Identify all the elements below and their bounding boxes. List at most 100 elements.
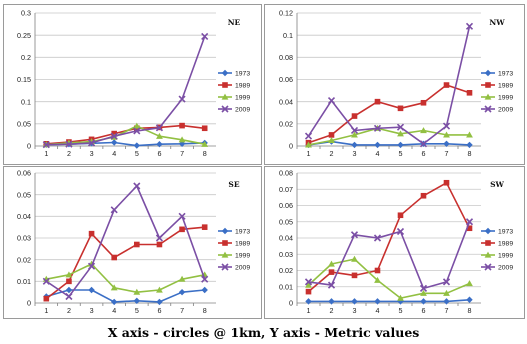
data-point-1999 <box>201 140 209 147</box>
series-line-1999 <box>46 263 205 294</box>
data-point-1989 <box>43 295 50 302</box>
legend-label-1999: 1999 <box>498 253 513 260</box>
x-tick-label: 6 <box>422 149 426 158</box>
data-point-1999 <box>351 255 358 262</box>
legend-label-1989: 1989 <box>235 241 250 248</box>
x-tick-label: 5 <box>135 149 139 158</box>
data-point-1973 <box>110 298 118 306</box>
data-point-1973 <box>65 286 73 294</box>
x-tick-label: 5 <box>399 306 403 315</box>
data-point-1999 <box>397 130 404 137</box>
y-tick-label: 0 <box>27 299 31 308</box>
y-tick-label: 0.04 <box>279 234 293 243</box>
legend-label-2009: 2009 <box>498 265 513 272</box>
data-point-1999 <box>156 286 163 293</box>
data-point-2009 <box>396 123 405 131</box>
data-point-2009 <box>327 281 336 289</box>
x-tick-label: 1 <box>307 306 311 315</box>
y-tick-label: 0.06 <box>279 75 293 84</box>
y-tick-label: 0.1 <box>283 31 293 40</box>
legend-marker-2009 <box>484 105 492 113</box>
data-point-2009 <box>350 231 359 239</box>
data-point-1989 <box>88 230 95 237</box>
data-point-1973 <box>178 288 186 296</box>
y-tick-label: 0.04 <box>279 97 293 106</box>
x-tick-label: 7 <box>445 306 449 315</box>
data-point-2009 <box>419 284 428 292</box>
data-point-1989 <box>397 212 404 219</box>
series-line-2009 <box>45 185 206 298</box>
x-tick-label: 2 <box>67 306 71 315</box>
chart-panel-ne: 0 0.05 0.1 0.15 0.2 0.25 0.3 1 2 3 4 5 6 7 8 NE 1973 1989… <box>3 4 262 165</box>
series-line-2009 <box>46 36 206 146</box>
data-point-1989 <box>201 125 208 132</box>
legend-label-1989: 1989 <box>498 83 513 90</box>
legend-marker-1999 <box>484 251 492 258</box>
y-tick-label: 0.12 <box>279 9 293 18</box>
data-point-1989 <box>179 122 185 129</box>
data-point-1973 <box>374 298 381 305</box>
x-tick-label: 4 <box>112 149 116 158</box>
data-point-1989 <box>201 224 208 230</box>
data-point-1973 <box>466 296 473 303</box>
data-point-1999 <box>351 131 358 138</box>
legend-label-1973: 1973 <box>235 229 250 236</box>
chart-panel-se: 0 0.01 0.02 0.03 0.04 0.05 0.06 1 2 3 4 5 6 7 8 SE 1973 1… <box>3 166 262 319</box>
x-tick-label: 4 <box>376 306 380 315</box>
legend-marker-1973 <box>221 227 229 235</box>
legend-label-1999: 1999 <box>235 95 250 102</box>
data-point-1989 <box>328 132 335 138</box>
data-point-2009 <box>201 32 209 41</box>
data-point-2009 <box>442 278 451 286</box>
y-tick-label: 0.15 <box>17 75 31 84</box>
legend-marker-1973 <box>221 69 229 77</box>
figure-caption: X axis - circles @ 1km, Y axis - Metric … <box>107 325 420 340</box>
data-point-2009 <box>133 127 141 135</box>
data-point-1999 <box>328 137 335 144</box>
data-point-1989 <box>397 105 404 112</box>
x-tick-label: 8 <box>468 149 472 158</box>
data-point-2009 <box>87 262 96 270</box>
series-line-1989 <box>308 84 470 144</box>
y-tick-label: 0.08 <box>279 53 293 62</box>
data-point-1999 <box>420 289 427 296</box>
chart-panel-nw: 0 0.02 0.04 0.06 0.08 0.1 0.12 1 2 3 4 5 6 7 8 NW 1973 19… <box>264 4 525 165</box>
series-line-1999 <box>308 127 470 146</box>
legend-label-2009: 2009 <box>235 107 250 114</box>
data-point-1973 <box>466 141 473 149</box>
y-tick-label: 0.01 <box>17 277 31 286</box>
y-tick-label: 0.03 <box>279 250 293 259</box>
y-tick-label: 0.05 <box>17 120 31 129</box>
chart-panel-sw: 0 0.01 0.02 0.03 0.04 0.05 0.06 0.07 0.08 1 2 3 4 5 6 7… <box>264 166 525 319</box>
data-point-2009 <box>442 122 451 130</box>
data-point-2009 <box>373 124 382 132</box>
x-tick-label: 5 <box>399 149 403 158</box>
legend-marker-2009 <box>221 263 229 271</box>
series-line-2009 <box>308 221 471 290</box>
data-point-1989 <box>305 288 312 295</box>
x-tick-label: 1 <box>44 149 48 158</box>
data-point-1989 <box>156 241 163 248</box>
data-point-1989 <box>134 241 140 248</box>
legend-marker-1999 <box>221 251 229 258</box>
x-tick-label: 2 <box>67 149 71 158</box>
data-point-1989 <box>420 192 427 199</box>
data-point-1973 <box>178 140 186 147</box>
panel-title: NE <box>228 18 241 27</box>
series-line-1973 <box>46 289 205 303</box>
data-point-1999 <box>133 288 141 295</box>
data-point-1973 <box>133 297 141 305</box>
data-point-2009 <box>110 206 118 214</box>
data-point-1999 <box>65 271 73 278</box>
x-tick-label: 8 <box>468 306 472 315</box>
data-point-2009 <box>155 234 164 242</box>
y-tick-label: 0.05 <box>17 190 31 199</box>
x-tick-label: 7 <box>180 306 184 315</box>
data-point-2009 <box>350 126 359 135</box>
data-point-1989 <box>111 254 117 261</box>
data-point-1973 <box>110 139 118 146</box>
x-tick-label: 1 <box>307 149 311 158</box>
y-tick-label: 0.07 <box>279 185 293 194</box>
y-tick-label: 0.25 <box>17 31 31 40</box>
data-point-2009 <box>178 212 186 220</box>
